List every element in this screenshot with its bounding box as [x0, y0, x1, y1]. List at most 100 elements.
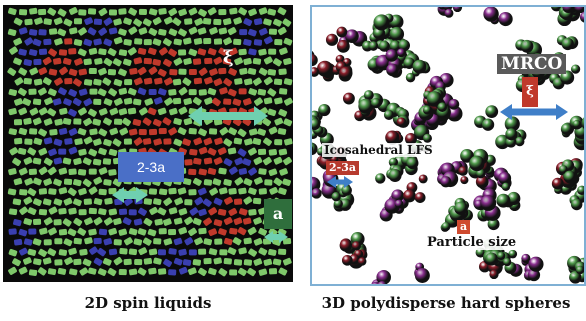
spin-particle — [32, 98, 42, 106]
spin-particle — [194, 237, 203, 246]
spin-particle — [78, 68, 88, 76]
spin-particle — [264, 179, 273, 186]
spin-particle — [223, 138, 233, 147]
spin-particle — [27, 147, 37, 156]
spin-particle — [69, 268, 78, 276]
spin-particle — [14, 77, 24, 86]
spin-particle — [253, 258, 263, 266]
spin-particle — [87, 8, 97, 15]
spin-particle — [198, 67, 208, 76]
spin-particle — [54, 38, 63, 46]
spin-particle — [89, 246, 98, 255]
spin-particle — [164, 77, 173, 86]
spin-particle — [223, 158, 233, 167]
spin-particle — [198, 168, 207, 176]
spin-particle — [148, 128, 158, 136]
spin-particle — [203, 217, 212, 226]
spin-particle — [197, 48, 207, 56]
spin-particle — [183, 57, 192, 65]
spin-particle — [184, 216, 194, 225]
spin-particle — [203, 238, 213, 246]
spin-particle — [123, 97, 133, 105]
spin-particle — [138, 129, 147, 136]
spin-particle — [198, 146, 208, 155]
spin-particle — [123, 197, 133, 206]
spin-particle — [98, 7, 108, 17]
spin-particle — [143, 198, 153, 205]
spin-particle — [219, 87, 228, 95]
spin-particle — [248, 8, 257, 17]
hard-sphere — [375, 173, 386, 184]
spin-particle — [204, 57, 213, 65]
spin-particle — [252, 57, 262, 65]
spin-particle — [242, 98, 252, 106]
spin-particle — [243, 58, 252, 66]
spin-particle — [158, 228, 167, 235]
spin-particle — [113, 78, 123, 87]
hard-sphere — [312, 54, 318, 67]
spin-particle — [234, 57, 243, 66]
hard-sphere — [489, 269, 499, 280]
spin-particle — [213, 197, 223, 206]
spin-particle — [242, 158, 252, 166]
spin-particle — [128, 7, 138, 16]
spin-particle — [8, 228, 17, 235]
spin-particle — [234, 78, 243, 85]
spin-particle — [268, 248, 277, 256]
spin-particle — [118, 108, 128, 116]
hard-sphere — [498, 11, 513, 27]
spin-particle — [78, 107, 87, 116]
spin-particle — [172, 78, 182, 86]
spin-particle — [168, 7, 178, 17]
hard-sphere — [358, 98, 374, 114]
hard-sphere — [571, 64, 581, 74]
spin-particle — [47, 88, 57, 97]
spin-particle — [212, 97, 221, 107]
spin-particle — [152, 118, 162, 127]
spin-particle — [53, 219, 62, 226]
spin-particle — [48, 28, 58, 35]
spin-particle — [93, 38, 102, 46]
spin-particle — [252, 77, 262, 86]
spin-particle — [23, 59, 33, 67]
spin-particle — [243, 78, 253, 86]
spin-particle — [232, 237, 242, 246]
spin-particle — [243, 259, 253, 266]
spin-particle — [137, 228, 147, 236]
spin-particle — [58, 228, 68, 236]
spin-particle — [28, 269, 38, 276]
spin-particle — [8, 128, 18, 136]
spin-particle — [182, 178, 192, 186]
spin-particle — [188, 48, 198, 57]
spin-particle — [119, 248, 128, 255]
spin-particle — [138, 27, 148, 35]
spin-particle — [218, 27, 228, 35]
spin-particle — [89, 128, 98, 136]
hard-sphere — [563, 170, 576, 183]
hard-sphere — [414, 268, 430, 283]
spin-particle — [258, 67, 268, 76]
hard-sphere — [495, 134, 510, 150]
spin-particle — [152, 38, 162, 46]
spin-particle — [158, 8, 167, 15]
hard-sphere — [475, 168, 486, 179]
spin-particle — [54, 118, 63, 126]
spin-particle — [93, 198, 103, 206]
spin-particle — [8, 266, 17, 275]
spin-particle — [62, 57, 72, 66]
spin-particle — [168, 187, 177, 195]
spin-particle — [152, 17, 162, 26]
spin-particle — [29, 128, 38, 135]
spin-particle — [217, 147, 227, 156]
spin-particle — [84, 217, 93, 226]
spin-particle — [238, 107, 248, 116]
spin-particle — [233, 198, 243, 205]
spin-particle — [178, 106, 188, 115]
spin-particle — [223, 258, 232, 265]
spin-particle — [114, 198, 123, 206]
spin-particle — [108, 9, 117, 16]
spin-particle — [47, 268, 57, 276]
spin-particle — [33, 258, 42, 266]
spin-particle — [188, 7, 198, 16]
spin-particle — [233, 17, 242, 25]
